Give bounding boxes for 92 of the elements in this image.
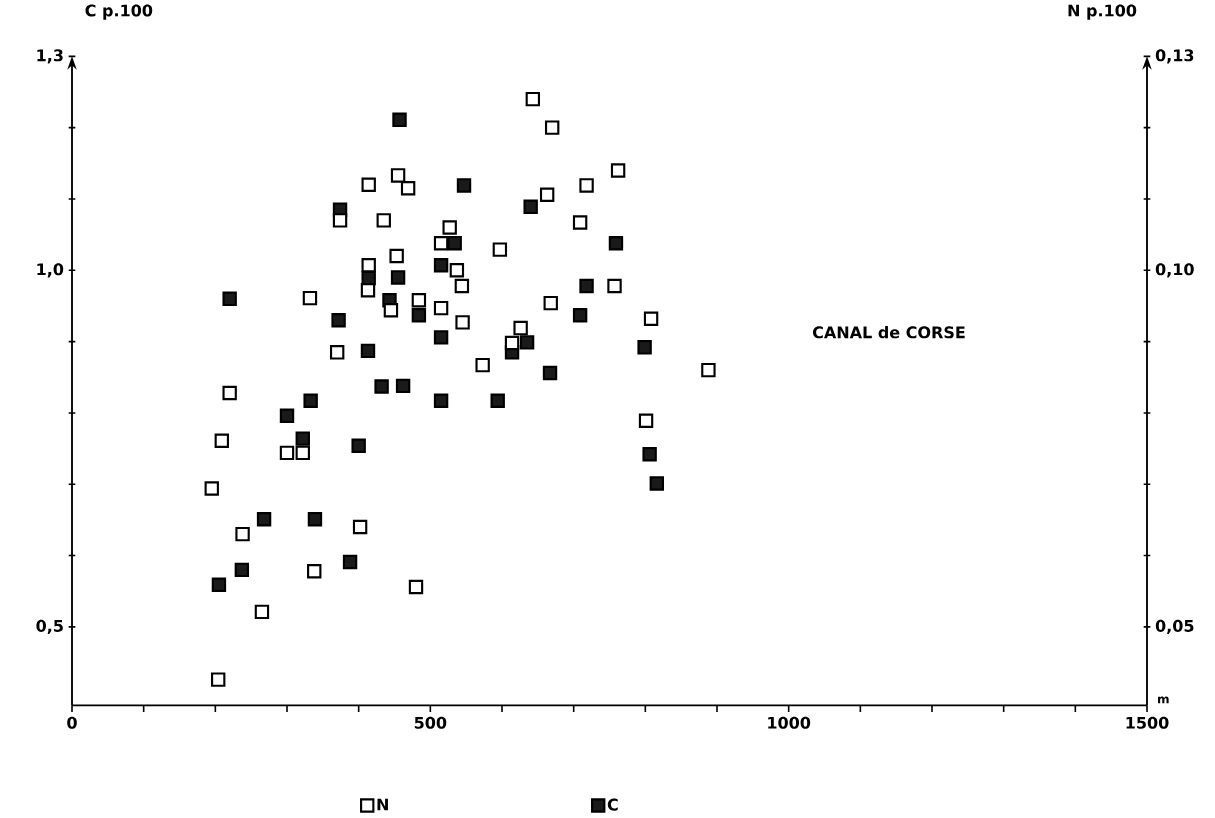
- y-axis-title: C p.100: [85, 4, 153, 20]
- point: [607, 278, 622, 294]
- point: [442, 220, 457, 235]
- point: [374, 379, 389, 394]
- legend-label: N: [377, 798, 388, 811]
- point: [475, 358, 490, 373]
- point: [389, 248, 404, 264]
- point: [643, 311, 659, 327]
- point: [303, 393, 318, 409]
- point: [447, 236, 462, 251]
- point: [211, 672, 226, 687]
- point: [433, 301, 449, 316]
- point: [513, 320, 528, 336]
- point: [390, 270, 406, 285]
- point: [525, 92, 541, 107]
- point: [544, 120, 560, 135]
- y2-tick-label: 0,13: [1155, 49, 1194, 64]
- point: [411, 293, 427, 308]
- point: [579, 178, 594, 193]
- y2-tick-label: 0,10: [1155, 263, 1194, 278]
- point: [361, 177, 376, 193]
- point: [383, 303, 399, 318]
- point: [392, 112, 407, 128]
- point: [376, 213, 391, 228]
- point: [204, 481, 219, 496]
- point: [256, 512, 272, 527]
- point: [572, 215, 588, 230]
- point: [235, 527, 250, 542]
- point: [579, 278, 594, 294]
- point: [449, 263, 465, 278]
- point: [454, 278, 470, 294]
- point: [433, 236, 449, 251]
- point: [302, 291, 318, 306]
- point: [352, 519, 368, 535]
- point: [455, 315, 470, 330]
- point: [351, 438, 366, 454]
- point: [523, 199, 538, 215]
- point: [222, 385, 237, 401]
- y-tick-label: 1,0: [37, 263, 64, 278]
- point: [329, 345, 345, 360]
- point: [307, 564, 322, 579]
- point: [214, 433, 229, 449]
- point: [642, 447, 657, 462]
- x-tick-label: 500: [414, 716, 447, 729]
- point: [211, 577, 227, 593]
- point: [433, 330, 449, 345]
- point: [400, 181, 416, 196]
- point: [411, 308, 427, 323]
- point: [342, 554, 358, 570]
- point: [395, 378, 411, 394]
- point: [279, 445, 295, 461]
- point: [433, 258, 449, 273]
- point: [307, 512, 323, 527]
- point: [331, 313, 346, 328]
- point: [608, 236, 624, 251]
- point: [234, 562, 250, 578]
- point: [542, 365, 558, 381]
- point: [222, 291, 237, 307]
- point: [610, 163, 626, 178]
- y2-axis-title: N p.100: [1068, 4, 1137, 20]
- point: [638, 413, 654, 429]
- y2-tick-label: 0,05: [1155, 619, 1194, 635]
- point: [701, 363, 716, 378]
- point: [332, 213, 348, 228]
- x-tick-label: 1000: [768, 716, 811, 729]
- point: [360, 283, 376, 298]
- point: [390, 168, 406, 183]
- point: [649, 476, 665, 491]
- point: [572, 308, 588, 323]
- annotation: CANAL de CORSE: [812, 326, 965, 339]
- point: [295, 431, 310, 446]
- point: [504, 335, 520, 351]
- point: [539, 187, 555, 203]
- y-tick-label: 0,5: [36, 619, 63, 635]
- point: [637, 340, 652, 355]
- point: [543, 296, 558, 311]
- point: [492, 242, 508, 257]
- x-tick-label: 1500: [1126, 716, 1169, 729]
- point: [295, 445, 310, 461]
- point: [361, 258, 376, 273]
- point: [456, 178, 472, 193]
- point: [490, 393, 505, 409]
- point: [519, 335, 535, 350]
- point: [279, 408, 295, 424]
- point: [408, 579, 424, 595]
- point: [433, 393, 449, 409]
- x-tick-label: 0: [67, 716, 77, 729]
- x-axis-title: m: [1158, 696, 1169, 704]
- point: [254, 604, 270, 620]
- y-tick-label: 1,3: [37, 49, 63, 64]
- legend-label: C: [607, 798, 618, 811]
- point: [360, 343, 376, 359]
